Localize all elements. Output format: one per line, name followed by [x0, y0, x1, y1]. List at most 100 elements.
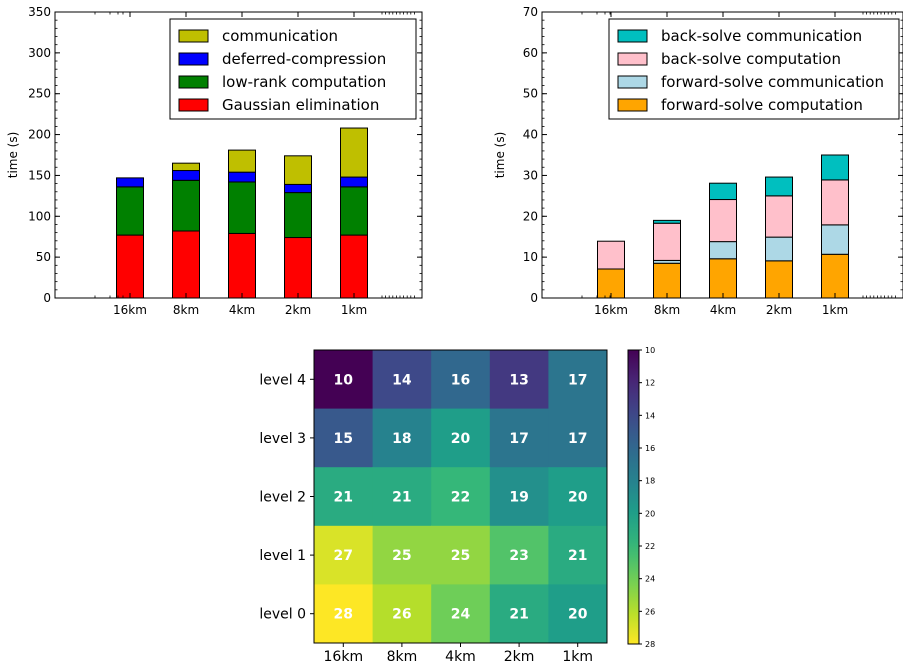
y-tick-label: 30 [523, 168, 538, 182]
column-label: 4km [445, 649, 476, 663]
bar-segment [284, 237, 312, 299]
cell-value-label: 21 [509, 607, 528, 623]
legend-swatch [178, 52, 209, 66]
cell-value-label: 20 [451, 431, 471, 447]
legend-label: Gaussian elimination [222, 96, 379, 114]
y-tick-label: 350 [28, 5, 51, 19]
colorbar-tick-label: 10 [645, 346, 655, 355]
y-tick-label: 200 [28, 128, 51, 142]
legend-label: back-solve communication [661, 27, 862, 45]
cell-value-label: 20 [568, 490, 588, 506]
heatmap-cell [314, 467, 374, 527]
bar-segment [765, 176, 793, 197]
heatmap-cell [314, 408, 374, 468]
legend-label: low-rank computation [222, 73, 386, 91]
cell-value-label: 20 [568, 607, 588, 623]
bar-segment [340, 176, 368, 188]
cell-value-label: 21 [334, 490, 353, 506]
legend-box [608, 18, 900, 120]
bar-segment [172, 230, 200, 299]
legend-swatch [617, 75, 648, 89]
bar-segment [116, 186, 144, 236]
y-axis-label: time (s) [493, 132, 507, 179]
bar-segment [228, 149, 256, 173]
row-label: level 1 [259, 548, 306, 564]
y-tick-label: 250 [28, 87, 51, 101]
chart-solve-breakdown: 0 10 20 30 40 50 60 70 16km 8km 4km 2km 1km time (s) b… [493, 5, 903, 317]
cell-value-label: 27 [334, 548, 353, 564]
x-tick-label: 2km [285, 303, 311, 317]
cell-value-label: 17 [568, 372, 587, 388]
heatmap-cell [431, 350, 491, 410]
bar-segment [340, 234, 368, 299]
colorbar-tick-label: 26 [645, 607, 655, 616]
column-label: 16km [324, 649, 364, 663]
legend-swatch [617, 98, 648, 112]
bar-segment [597, 268, 625, 299]
column-label: 2km [504, 649, 535, 663]
bar-segment [653, 219, 681, 224]
legend-label: deferred-compression [222, 50, 386, 68]
legend-swatch [178, 98, 209, 112]
colorbar-tick-label: 24 [645, 575, 655, 584]
column-label: 8km [387, 649, 418, 663]
cell-value-label: 25 [451, 548, 470, 564]
bar-segment [172, 170, 200, 181]
y-tick-label: 10 [523, 250, 538, 264]
heatmap-cell [372, 525, 432, 585]
y-tick-label: 50 [523, 87, 538, 101]
cell-value-label: 17 [509, 431, 528, 447]
plot-frame [54, 11, 423, 299]
bar-segment [172, 179, 200, 232]
heatmap-cell [548, 408, 608, 468]
bar-segment [228, 181, 256, 234]
y-tick-label: 60 [523, 46, 538, 60]
heatmap-cell [431, 584, 491, 644]
cell-value-label: 28 [334, 607, 353, 623]
heatmap-cell [548, 467, 608, 527]
bar-segment [653, 222, 681, 261]
bar-segment [284, 183, 312, 194]
heatmap-cell [548, 525, 608, 585]
x-tick-label: 4km [710, 303, 736, 317]
bar-segment [765, 236, 793, 262]
row-label: level 0 [259, 607, 306, 623]
y-tick-label: 20 [523, 209, 538, 223]
y-tick-label: 70 [523, 5, 538, 19]
heatmap-cell [314, 584, 374, 644]
cell-value-label: 10 [334, 372, 354, 388]
cell-value-label: 21 [392, 490, 411, 506]
row-label: level 3 [259, 431, 306, 447]
heatmap-cell [489, 350, 549, 410]
heatmap-cell [314, 350, 374, 410]
column-label: 1km [562, 649, 593, 663]
cell-value-label: 14 [392, 372, 412, 388]
legend-swatch [178, 29, 209, 43]
y-axis-label: time (s) [6, 132, 20, 179]
colorbar-tick-label: 20 [645, 509, 655, 518]
y-tick-label: 0 [43, 291, 51, 305]
heatmap-cell [314, 525, 374, 585]
cell-value-label: 26 [392, 607, 411, 623]
legend-label: back-solve computation [661, 50, 841, 68]
legend-swatch [617, 52, 648, 66]
row-label: level 4 [259, 372, 306, 388]
y-tick-label: 50 [36, 250, 51, 264]
bar-segment [821, 154, 849, 181]
heatmap-cell [548, 584, 608, 644]
bar-segment [228, 232, 256, 299]
cell-value-label: 16 [451, 372, 470, 388]
cell-value-label: 24 [451, 607, 471, 623]
legend-label: forward-solve communication [661, 73, 884, 91]
heatmap-cell [489, 584, 549, 644]
x-tick-label: 1km [822, 303, 848, 317]
y-tick-label: 40 [523, 128, 538, 142]
bar-segment [340, 127, 368, 178]
bar-segment [821, 224, 849, 255]
row-label: level 2 [259, 490, 306, 506]
legend: communication deferred-compression low-ran… [169, 18, 417, 120]
x-tick-label: 8km [173, 303, 199, 317]
x-tick-label: 2km [766, 303, 792, 317]
colorbar-tick-label: 22 [645, 542, 655, 551]
cell-value-label: 15 [334, 431, 353, 447]
